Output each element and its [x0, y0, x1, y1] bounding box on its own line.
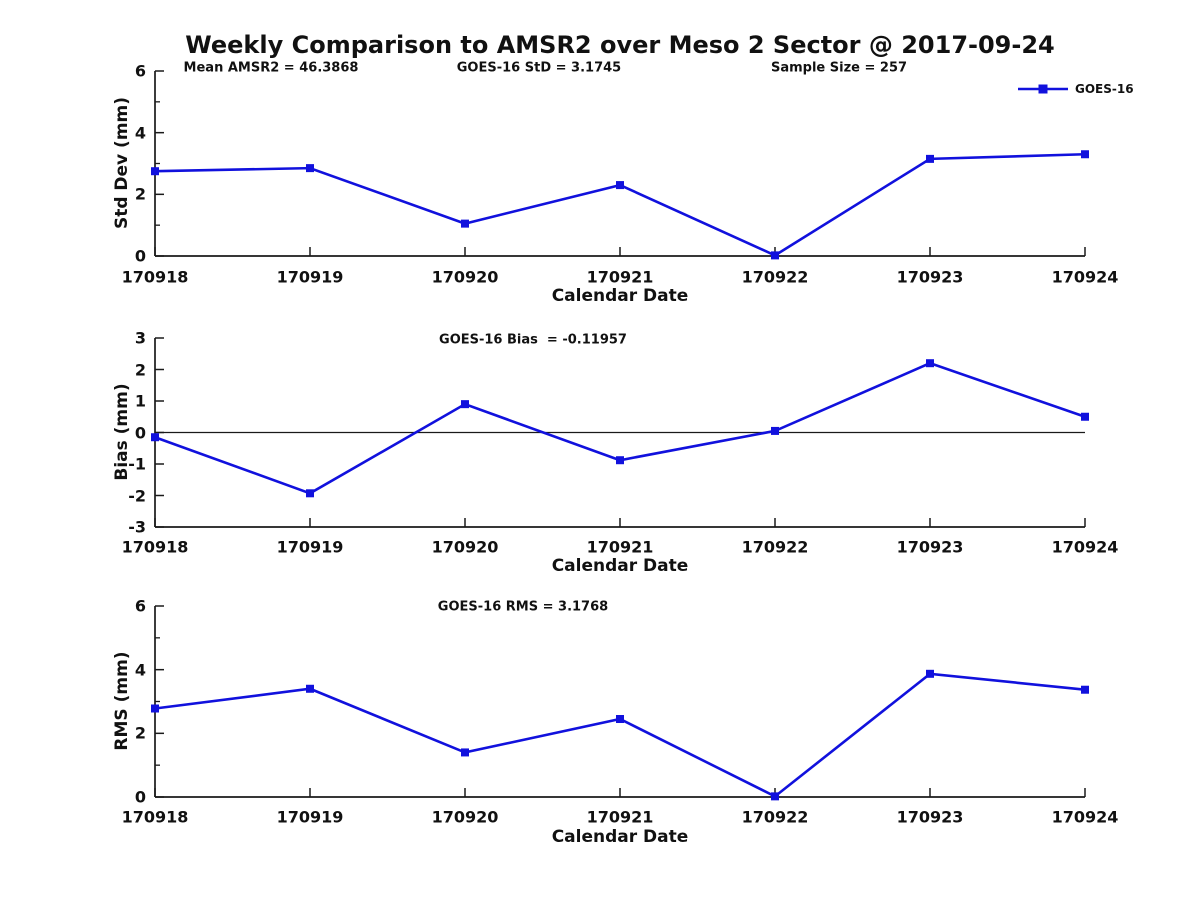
- bias-weekly-data-marker: [616, 456, 624, 465]
- rms-weekly-x-tick-label: 170921: [586, 807, 654, 827]
- bias-weekly-y-tick-label: 2: [134, 360, 146, 379]
- std-dev-weekly-data-marker: [926, 154, 934, 163]
- std-dev-weekly-x-tick-label: 170924: [1051, 267, 1119, 287]
- bias-weekly-y-tick-label: 1: [134, 391, 146, 411]
- bias-weekly-x-tick-label: 170919: [276, 537, 344, 557]
- ylabel-std-dev: Std Dev (mm): [112, 96, 132, 230]
- rms-weekly-y-tick-label: 6: [134, 596, 146, 616]
- rms-weekly-data-marker: [771, 792, 779, 801]
- rms-weekly-x-tick-label: 170924: [1051, 807, 1119, 827]
- bias-weekly-data-marker: [926, 359, 934, 368]
- std-dev-weekly-y-tick-label: 2: [134, 184, 146, 204]
- std-dev-weekly-y-tick-label: 6: [134, 61, 146, 81]
- bias-weekly-series-line: [154, 361, 1086, 495]
- ylabel-rms: RMS (mm): [112, 651, 132, 751]
- bias-weekly-data-marker: [1081, 412, 1089, 421]
- rms-weekly-y-tick-label: 0: [134, 787, 146, 807]
- bias-weekly-data-marker: [771, 426, 779, 435]
- xlabel-calendar-date-2: Calendar Date: [551, 556, 689, 576]
- annotation-goes16-std: GOES-16 StD = 3.1745: [456, 60, 622, 76]
- bias-weekly-x-tick-label: 170920: [431, 537, 499, 557]
- rms-weekly-x-tick-label: 170920: [431, 807, 499, 827]
- std-dev-weekly-x-tick-label: 170919: [276, 267, 344, 287]
- bias-weekly-y-tick-label: -1: [128, 454, 146, 474]
- std-dev-weekly-data-marker: [151, 167, 159, 176]
- std-dev-weekly-y-tick-label: 4: [134, 123, 146, 143]
- rms-weekly-x-tick-label: 170922: [741, 807, 809, 827]
- figure-title: Weekly Comparison to AMSR2 over Meso 2 S…: [185, 31, 1055, 59]
- std-dev-weekly-x-tick-label: 170918: [121, 267, 189, 287]
- rms-weekly-data-marker: [616, 715, 624, 724]
- std-dev-weekly-data-marker: [1081, 150, 1089, 159]
- std-dev-weekly-series-line: [154, 152, 1086, 257]
- annotation-goes16-bias: GOES-16 Bias = -0.11957: [439, 332, 627, 348]
- std-dev-weekly-x-tick-label: 170922: [741, 267, 809, 287]
- annotation-mean-amsr2: Mean AMSR2 = 46.3868: [183, 60, 359, 76]
- rms-weekly-data-marker: [1081, 685, 1089, 694]
- rms-weekly-x-tick-label: 170918: [121, 807, 189, 827]
- bias-weekly-x-tick-label: 170921: [586, 537, 654, 557]
- std-dev-weekly-data-marker: [616, 181, 624, 190]
- bias-weekly-x-tick-label: 170923: [896, 537, 964, 557]
- bias-weekly-y-tick-label: 3: [134, 328, 146, 348]
- annotation-sample-size: Sample Size = 257: [770, 60, 908, 76]
- std-dev-weekly-y-tick-label: 0: [134, 246, 146, 266]
- std-dev-weekly-data-marker: [461, 219, 469, 228]
- rms-weekly-data-marker: [461, 748, 469, 757]
- bias-weekly-x-tick-label: 170924: [1051, 537, 1119, 557]
- bias-weekly-x-tick-label: 170922: [741, 537, 809, 557]
- rms-weekly-data-marker: [926, 669, 934, 678]
- std-dev-weekly-data-marker: [306, 164, 314, 173]
- bias-weekly-x-tick-label: 170918: [121, 537, 189, 557]
- rms-weekly-data-marker: [306, 684, 314, 693]
- rms-weekly-x-tick-label: 170919: [276, 807, 344, 827]
- xlabel-calendar-date-3: Calendar Date: [551, 827, 689, 847]
- rms-weekly-series-line: [154, 672, 1086, 798]
- legend-marker-icon: [1038, 84, 1048, 94]
- bias-weekly-y-tick-label: -3: [128, 517, 146, 537]
- legend-label-goes16: GOES-16: [1075, 82, 1134, 96]
- rms-weekly-x-tick-label: 170923: [896, 807, 964, 827]
- std-dev-weekly-x-tick-label: 170921: [586, 267, 654, 287]
- rms-weekly-y-tick-label: 2: [134, 723, 146, 743]
- std-dev-weekly-x-tick-label: 170923: [896, 267, 964, 287]
- xlabel-calendar-date-1: Calendar Date: [551, 286, 689, 306]
- rms-weekly-y-tick-label: 4: [134, 660, 146, 680]
- bias-weekly-y-tick-label: 0: [134, 423, 146, 442]
- std-dev-weekly-x-tick-label: 170920: [431, 267, 499, 287]
- bias-weekly-data-marker: [461, 400, 469, 409]
- std-dev-weekly-data-marker: [771, 251, 779, 260]
- rms-weekly-data-marker: [151, 704, 159, 713]
- bias-weekly-data-marker: [151, 433, 159, 442]
- bias-weekly-data-marker: [306, 489, 314, 498]
- bias-weekly-y-tick-label: -2: [128, 486, 146, 505]
- annotation-goes16-rms: GOES-16 RMS = 3.1768: [437, 599, 609, 615]
